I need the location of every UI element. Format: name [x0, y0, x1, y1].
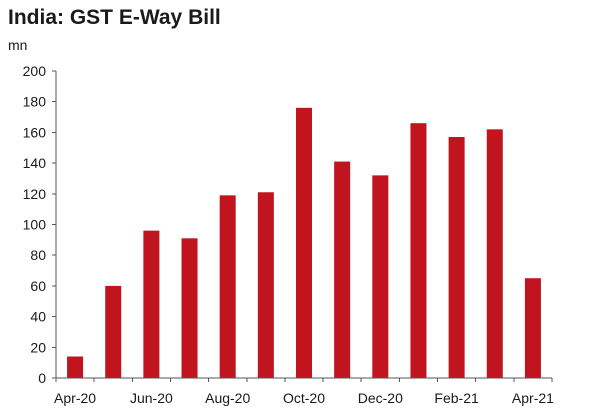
x-tick-label: Apr-21	[512, 390, 554, 406]
y-tick-label: 120	[23, 186, 47, 202]
y-tick-label: 20	[30, 339, 46, 355]
bar	[67, 356, 84, 378]
y-tick-label: 160	[23, 124, 47, 140]
bar	[257, 192, 274, 378]
y-tick-label: 80	[30, 247, 46, 263]
x-tick-label: Apr-20	[54, 390, 96, 406]
bar	[372, 175, 389, 378]
bar	[143, 230, 160, 378]
y-tick-label: 180	[23, 94, 47, 110]
bars	[67, 107, 541, 378]
chart-title: India: GST E-Way Bill	[8, 6, 221, 29]
x-tick-label: Oct-20	[283, 390, 325, 406]
bar	[296, 107, 312, 378]
bar	[181, 238, 198, 378]
x-tick-label: Jun-20	[130, 390, 173, 406]
bar	[410, 123, 427, 378]
y-axis-tick-labels: 0 20 40 60 80 100 120 140 160 180 200	[23, 63, 47, 386]
y-tick-label: 140	[23, 155, 47, 171]
bar	[524, 278, 541, 378]
bar	[486, 129, 503, 378]
bar	[448, 137, 465, 378]
y-tick-label: 200	[23, 63, 47, 79]
bar	[105, 285, 122, 378]
x-axis-tick-labels: Apr-20 Jun-20 Aug-20 Oct-20 Dec-20 Feb-21 Apr-…	[54, 390, 554, 406]
y-tick-label: 40	[30, 309, 46, 325]
y-tick-label: 0	[38, 370, 46, 386]
y-axis-unit-label: mn	[8, 37, 27, 53]
y-tick-label: 100	[23, 217, 47, 233]
axis-tick-marks	[52, 70, 553, 382]
bar	[334, 161, 351, 378]
x-tick-label: Dec-20	[358, 390, 403, 406]
x-tick-label: Feb-21	[434, 390, 479, 406]
bar	[219, 195, 236, 378]
x-tick-label: Aug-20	[205, 390, 250, 406]
y-tick-label: 60	[30, 278, 46, 294]
